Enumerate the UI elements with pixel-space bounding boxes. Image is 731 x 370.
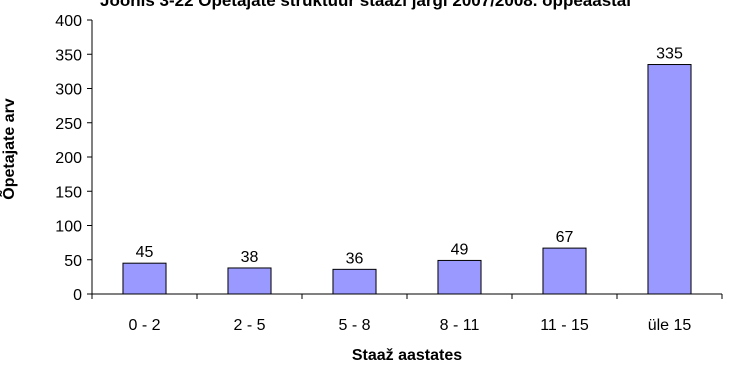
x-tick-label: 0 - 2 <box>128 317 160 334</box>
y-axis: 0 50 100 150 200 250 300 350 400 <box>55 13 93 304</box>
x-tick-label: 5 - 8 <box>338 317 370 334</box>
x-axis: 0 - 2 2 - 5 5 - 8 8 - 11 11 - 15 üle 15 <box>91 293 723 334</box>
y-tick-label: 150 <box>55 184 82 201</box>
x-axis-title: Staaž aastates <box>352 347 462 364</box>
data-label: 36 <box>346 250 364 267</box>
chart-title: Joonis 3-22 Õpetajate struktuur staaži j… <box>99 0 631 10</box>
bar <box>332 268 377 295</box>
y-axis-title: Õpetajate arv <box>0 98 18 199</box>
data-label: 335 <box>656 46 683 63</box>
y-tick-label: 250 <box>55 116 82 133</box>
y-tick-label: 350 <box>55 47 82 64</box>
x-tick-label: 8 - 11 <box>440 317 480 334</box>
y-tick-label: 300 <box>55 82 82 99</box>
x-tick-label: üle 15 <box>648 317 692 334</box>
y-tick-label: 200 <box>55 150 82 167</box>
data-label: 45 <box>136 244 154 261</box>
y-tick-label: 100 <box>55 219 82 236</box>
bar <box>227 267 272 295</box>
data-label: 49 <box>451 241 469 258</box>
bar <box>437 259 482 295</box>
data-label: 38 <box>241 249 259 266</box>
y-tick-label: 50 <box>64 253 82 270</box>
y-tick-label: 0 <box>73 287 82 304</box>
x-tick-label: 2 - 5 <box>233 317 265 334</box>
bar <box>542 247 587 295</box>
data-label: 67 <box>556 229 574 246</box>
bars <box>122 64 692 295</box>
data-labels: 45 38 36 49 67 335 <box>136 46 683 268</box>
bar <box>122 262 167 295</box>
bar <box>647 64 692 295</box>
x-tick-label: 11 - 15 <box>540 317 589 334</box>
y-tick-label: 400 <box>55 13 82 30</box>
